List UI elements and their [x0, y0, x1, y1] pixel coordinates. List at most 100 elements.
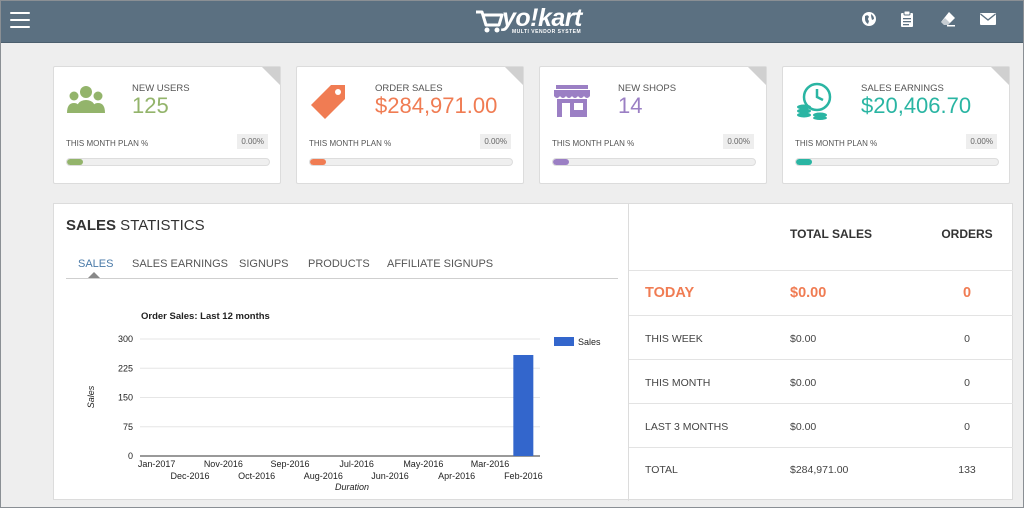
row-period: TOTAL [645, 464, 678, 476]
panel-title-bold: SALES [66, 217, 117, 234]
card-value: 14 [618, 93, 643, 118]
top-bar: yo!kart MULTI VENDOR SYSTEM [0, 0, 1024, 43]
card-corner [262, 67, 280, 85]
eraser-icon[interactable] [939, 10, 957, 28]
x-tick-label: Jan-2017 [138, 459, 176, 469]
plan-percent-badge: 0.00% [723, 134, 754, 149]
y-tick-label: 0 [128, 451, 133, 461]
panel-title-rest: STATISTICS [116, 217, 205, 234]
y-tick-label: 150 [118, 393, 133, 403]
users-icon [67, 86, 105, 113]
legend-swatch [554, 337, 574, 346]
row-total: $0.00 [790, 421, 817, 433]
row-total: $0.00 [790, 377, 817, 389]
chart-title: Order Sales: Last 12 months [141, 311, 270, 322]
progress-fill [796, 159, 813, 165]
x-tick-label: Dec-2016 [170, 471, 209, 481]
y-tick-label: 300 [118, 334, 133, 344]
row-total: $284,971.00 [790, 464, 849, 476]
x-tick-label: Mar-2016 [471, 459, 510, 469]
stat-card-new-shops[interactable]: NEW SHOPS 14 THIS MONTH PLAN % 0.00% [539, 66, 767, 184]
cart-logo-icon [476, 10, 504, 33]
progress-bar [309, 158, 513, 166]
x-tick-label: Feb-2016 [504, 471, 543, 481]
x-tick-label: Aug-2016 [304, 471, 343, 481]
y-tick-label: 225 [118, 363, 133, 373]
sales-statistics-panel: SALES STATISTICS SALES SALES EARNINGS SI… [53, 203, 1013, 501]
plan-label: THIS MONTH PLAN % [309, 139, 392, 148]
card-label: ORDER SALES [375, 83, 443, 94]
x-axis-label: Duration [335, 482, 369, 492]
logo-text: yo!kart [502, 4, 582, 32]
tab-sales-earnings[interactable]: SALES EARNINGS [132, 258, 228, 270]
shop-icon [554, 85, 590, 117]
plan-percent-badge: 0.00% [966, 134, 997, 149]
panel-divider [628, 204, 629, 501]
price-tag-icon [311, 85, 345, 119]
plan-label: THIS MONTH PLAN % [552, 139, 635, 148]
row-orders: 0 [962, 285, 972, 301]
progress-fill [67, 159, 84, 165]
tab-sales[interactable]: SALES [78, 258, 114, 270]
table-row: TOTAL $284,971.00 133 [629, 448, 1013, 501]
card-value: $284,971.00 [375, 93, 498, 118]
table-row: TODAY $0.00 0 [629, 271, 1013, 316]
tab-signups[interactable]: SIGNUPS [239, 258, 289, 270]
x-tick-label: May-2016 [403, 459, 443, 469]
progress-bar [66, 158, 270, 166]
progress-bar [795, 158, 999, 166]
x-tick-label: Oct-2016 [238, 471, 275, 481]
header-total-sales: TOTAL SALES [790, 227, 873, 241]
card-label: NEW SHOPS [618, 83, 677, 94]
tab-affiliate-signups[interactable]: AFFILIATE SIGNUPS [387, 258, 494, 270]
row-total: $0.00 [790, 285, 827, 301]
stats-tabs: SALES SALES EARNINGS SIGNUPS PRODUCTS AF… [66, 255, 618, 279]
row-orders: 0 [964, 377, 970, 389]
stat-card-order-sales[interactable]: ORDER SALES $284,971.00 THIS MONTH PLAN … [296, 66, 524, 184]
progress-bar [552, 158, 756, 166]
panel-title: SALES STATISTICS [66, 217, 205, 234]
plan-label: THIS MONTH PLAN % [66, 139, 149, 148]
order-sales-chart: Order Sales: Last 12 months 0 75 150 225 300 S… [86, 311, 601, 492]
table-row: LAST 3 MONTHS $0.00 0 [629, 404, 1013, 448]
logo[interactable]: yo!kart MULTI VENDOR SYSTEM [472, 3, 622, 39]
logo-tagline: MULTI VENDOR SYSTEM [512, 29, 582, 35]
card-value: 125 [132, 93, 169, 118]
earnings-clock-icon [797, 82, 832, 120]
card-corner [505, 67, 523, 85]
plan-percent-badge: 0.00% [237, 134, 268, 149]
header-orders: ORDERS [941, 227, 993, 241]
stat-card-sales-earnings[interactable]: SALES EARNINGS $20,406.70 THIS MONTH PLA… [782, 66, 1010, 184]
plan-percent-badge: 0.00% [480, 134, 511, 149]
row-orders: 0 [964, 333, 970, 345]
row-period: THIS MONTH [645, 377, 711, 389]
x-tick-label: Sep-2016 [270, 459, 309, 469]
card-label: SALES EARNINGS [861, 83, 944, 94]
mail-icon[interactable] [979, 10, 997, 28]
row-orders: 0 [964, 421, 970, 433]
globe-icon[interactable] [860, 10, 878, 28]
stat-card-new-users[interactable]: NEW USERS 125 THIS MONTH PLAN % 0.00% [53, 66, 281, 184]
x-tick-label: Apr-2016 [438, 471, 475, 481]
row-period: TODAY [645, 285, 695, 301]
clipboard-icon[interactable] [898, 10, 916, 28]
row-total: $0.00 [790, 333, 817, 345]
row-orders: 133 [958, 464, 976, 476]
y-axis-label: Sales [86, 385, 96, 408]
x-tick-label: Jul-2016 [339, 459, 374, 469]
progress-fill [553, 159, 570, 165]
legend-label: Sales [578, 337, 601, 347]
card-corner [991, 67, 1009, 85]
x-tick-label: Jun-2016 [371, 471, 409, 481]
table-header-row: TOTAL SALES ORDERS [629, 204, 1013, 271]
x-tick-label: Nov-2016 [204, 459, 243, 469]
table-row: THIS WEEK $0.00 0 [629, 316, 1013, 360]
tab-products[interactable]: PRODUCTS [308, 258, 370, 270]
table-row: THIS MONTH $0.00 0 [629, 360, 1013, 404]
plan-label: THIS MONTH PLAN % [795, 139, 878, 148]
menu-icon[interactable] [10, 12, 30, 28]
row-period: LAST 3 MONTHS [645, 421, 729, 433]
bar [513, 354, 534, 456]
card-value: $20,406.70 [861, 93, 972, 118]
card-corner [748, 67, 766, 85]
